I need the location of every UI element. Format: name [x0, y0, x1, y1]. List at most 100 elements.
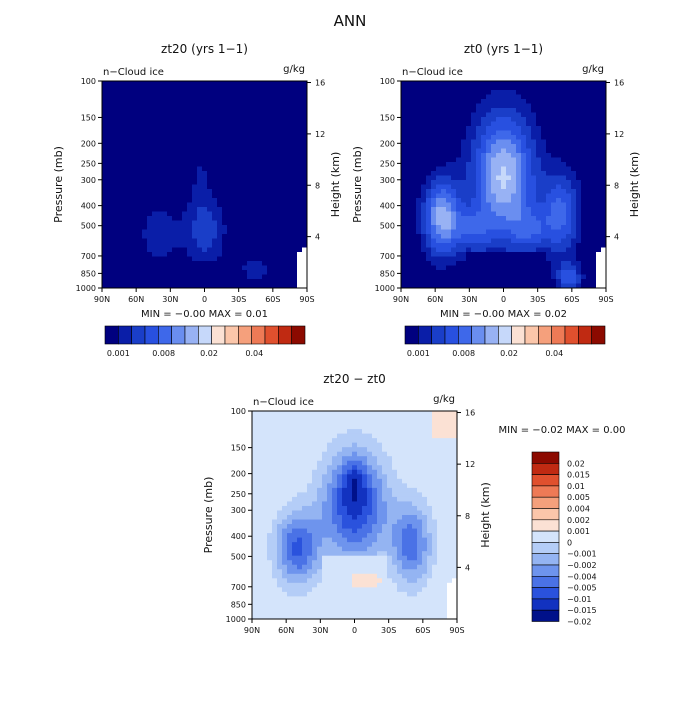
- colorbar-swatch: [592, 326, 605, 344]
- legend-label: 0.01: [567, 482, 585, 491]
- colorbar-tick-label: 0.008: [452, 349, 475, 358]
- y-tick-label: 1000: [76, 284, 96, 293]
- colorbar-swatch: [132, 326, 145, 344]
- colorbar-tick-label: 0.02: [200, 349, 218, 358]
- legend-swatch: [532, 610, 559, 621]
- y-tick-label: 500: [380, 222, 395, 231]
- y-right-tick-label: 12: [614, 130, 624, 139]
- y-tick-label: 500: [81, 222, 96, 231]
- y-right-tick-label: 16: [465, 409, 475, 418]
- y-right-axis-title: Height (km): [628, 152, 641, 218]
- diff-legend: 0.020.0150.010.0050.0040.0020.0010−0.001…: [532, 452, 597, 627]
- colorbar-tick-label: 0.02: [500, 349, 518, 358]
- x-tick-label: 0: [352, 626, 357, 635]
- x-tick-label: 60S: [415, 626, 430, 635]
- colorbar-swatch: [225, 326, 238, 344]
- colorbar-swatch: [525, 326, 538, 344]
- field-label: n−Cloud ice: [402, 67, 463, 78]
- legend-label: −0.01: [567, 595, 592, 604]
- panel-title: zt20 − zt0: [323, 372, 386, 386]
- legend-label: −0.02: [567, 618, 592, 627]
- x-tick-label: 90S: [299, 295, 314, 304]
- y-tick-label: 400: [81, 202, 96, 211]
- legend-label: 0.004: [567, 505, 590, 514]
- x-tick-label: 60N: [278, 626, 294, 635]
- x-tick-label: 30N: [162, 295, 178, 304]
- x-tick-label: 90N: [94, 295, 110, 304]
- y-tick-label: 200: [231, 470, 246, 479]
- y-tick-label: 850: [231, 600, 246, 609]
- stats-text-1: MIN = −0.00 MAX = 0.01: [141, 309, 268, 320]
- legend-swatch: [532, 554, 559, 565]
- y-tick-label: 500: [231, 552, 246, 561]
- x-tick-label: 90N: [244, 626, 260, 635]
- y-right-tick-label: 8: [315, 181, 320, 190]
- y-axis-title: Pressure (mb): [52, 146, 65, 223]
- colorbar-swatch: [565, 326, 578, 344]
- y-tick-label: 100: [81, 77, 96, 86]
- field-cells: [102, 81, 308, 289]
- legend-label: −0.015: [567, 606, 597, 615]
- legend-swatch: [532, 497, 559, 508]
- colorbar-swatch: [198, 326, 211, 344]
- y-tick-label: 700: [380, 252, 395, 261]
- y-tick-label: 300: [81, 176, 96, 185]
- y-right-tick-label: 12: [465, 460, 475, 469]
- y-tick-label: 300: [231, 506, 246, 515]
- y-tick-label: 1000: [226, 615, 246, 624]
- y-tick-label: 400: [231, 532, 246, 541]
- colorbar-swatch: [512, 326, 525, 344]
- legend-label: −0.001: [567, 550, 597, 559]
- y-tick-label: 150: [231, 444, 246, 453]
- x-tick-label: 30S: [231, 295, 246, 304]
- colorbar-swatch: [498, 326, 511, 344]
- x-tick-label: 90S: [598, 295, 613, 304]
- field-cells: [252, 411, 458, 620]
- x-tick-label: 60N: [427, 295, 443, 304]
- y-tick-label: 250: [231, 490, 246, 499]
- x-tick-label: 90N: [393, 295, 409, 304]
- x-tick-label: 30N: [312, 626, 328, 635]
- y-right-tick-label: 16: [315, 79, 325, 88]
- colorbar-swatch: [212, 326, 225, 344]
- units-label: g/kg: [582, 64, 604, 75]
- x-tick-label: 30N: [461, 295, 477, 304]
- y-tick-label: 200: [380, 139, 395, 148]
- x-tick-label: 60S: [564, 295, 579, 304]
- legend-label: −0.005: [567, 584, 597, 593]
- stats-text-3: MIN = −0.02 MAX = 0.00: [499, 425, 626, 436]
- colorbar-swatch: [418, 326, 431, 344]
- x-tick-label: 0: [501, 295, 506, 304]
- field-cells: [401, 81, 607, 289]
- y-axis-title: Pressure (mb): [202, 477, 215, 554]
- colorbar-swatch: [185, 326, 198, 344]
- legend-label: 0.005: [567, 493, 590, 502]
- y-right-axis-title: Height (km): [329, 152, 342, 218]
- y-axis-title: Pressure (mb): [351, 146, 364, 223]
- y-tick-label: 400: [380, 202, 395, 211]
- x-tick-label: 0: [202, 295, 207, 304]
- legend-swatch: [532, 599, 559, 610]
- y-tick-label: 150: [380, 113, 395, 122]
- x-tick-label: 30S: [381, 626, 396, 635]
- y-tick-label: 200: [81, 139, 96, 148]
- legend-label: −0.002: [567, 561, 597, 570]
- colorbar-swatch: [458, 326, 471, 344]
- colorbar-swatch: [158, 326, 171, 344]
- x-tick-label: 90S: [449, 626, 464, 635]
- legend-swatch: [532, 565, 559, 576]
- colorbar-swatch: [118, 326, 131, 344]
- y-tick-label: 850: [380, 269, 395, 278]
- y-right-tick-label: 4: [614, 233, 619, 242]
- y-right-axis-title: Height (km): [479, 482, 492, 548]
